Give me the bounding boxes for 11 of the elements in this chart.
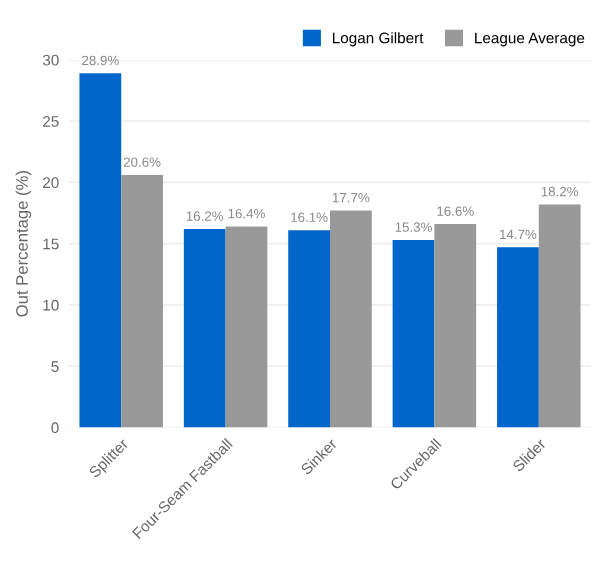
bar: [225, 226, 268, 428]
bar: [288, 230, 330, 428]
bar: [183, 228, 226, 428]
bar: [330, 210, 372, 428]
bar: [497, 247, 539, 428]
bar: [79, 73, 122, 428]
y-axis-title: Out Percentage (%): [15, 171, 32, 317]
bar: [121, 175, 163, 428]
bar: [392, 240, 435, 428]
bar: [434, 224, 477, 428]
bar: [538, 204, 581, 428]
